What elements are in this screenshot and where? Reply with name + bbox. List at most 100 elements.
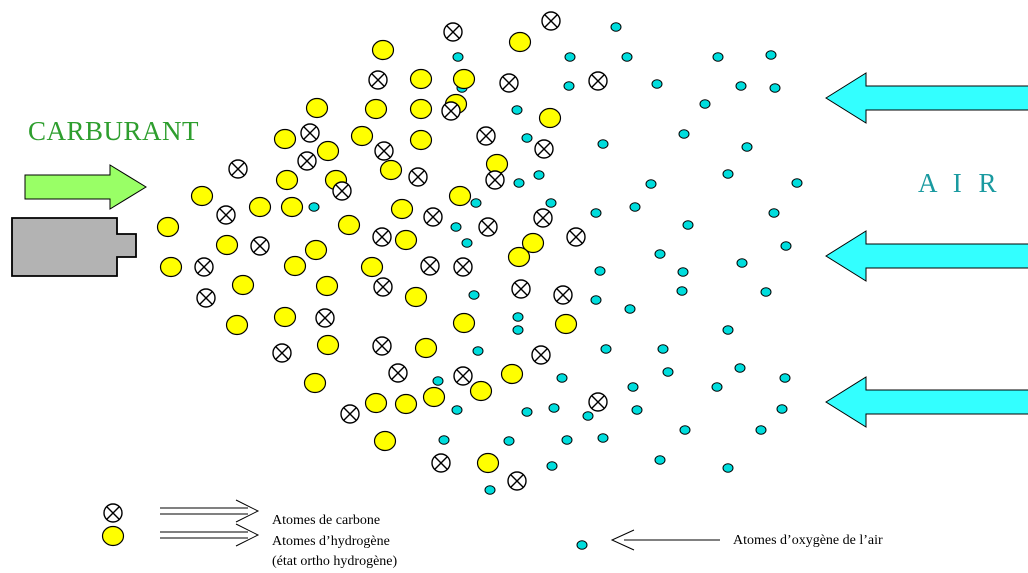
carbon-atom-icon xyxy=(372,227,392,247)
oxygen-atom-icon xyxy=(780,241,792,251)
oxygen-atom-icon xyxy=(564,52,576,62)
carbon-atom-icon xyxy=(566,227,586,247)
hydrogen-atom-icon xyxy=(371,39,395,61)
oxygen-atom-icon xyxy=(755,425,767,435)
hydrogen-atom-icon xyxy=(101,525,125,547)
hydrogen-atom-icon xyxy=(452,312,476,334)
hydrogen-atom-icon xyxy=(280,196,304,218)
oxygen-atom-icon xyxy=(662,367,674,377)
oxygen-atom-icon xyxy=(711,382,723,392)
oxygen-atom-icon xyxy=(503,436,515,446)
carbon-atom-icon xyxy=(103,503,123,523)
air-arrow-icon xyxy=(825,230,1028,282)
legend-hydrogen-label: Atomes d’hydrogène xyxy=(272,534,390,549)
oxygen-atom-icon xyxy=(470,198,482,208)
carbon-atom-icon xyxy=(374,141,394,161)
carbon-atom-icon xyxy=(250,236,270,256)
oxygen-atom-icon xyxy=(452,52,464,62)
hydrogen-atom-icon xyxy=(476,452,500,474)
hydrogen-atom-icon xyxy=(156,216,180,238)
carbon-atom-icon xyxy=(332,181,352,201)
oxygen-atom-icon xyxy=(651,79,663,89)
oxygen-atom-icon xyxy=(760,287,772,297)
oxygen-atom-icon xyxy=(791,178,803,188)
hydrogen-atom-icon xyxy=(379,159,403,181)
shapes-layer xyxy=(11,72,1028,551)
hydrogen-atom-icon xyxy=(364,98,388,120)
carbon-atom-icon xyxy=(507,471,527,491)
carbon-atom-icon xyxy=(531,345,551,365)
oxygen-atom-icon xyxy=(654,455,666,465)
hydrogen-atom-icon xyxy=(273,128,297,150)
oxygen-atom-icon xyxy=(679,425,691,435)
carbon-atom-icon xyxy=(272,343,292,363)
hydrogen-atom-icon xyxy=(316,140,340,162)
oxygen-atom-icon xyxy=(736,258,748,268)
legend-arrow-right-icon xyxy=(160,499,260,523)
oxygen-atom-icon xyxy=(631,405,643,415)
oxygen-atom-icon xyxy=(472,346,484,356)
hydrogen-atom-icon xyxy=(190,185,214,207)
carbon-atom-icon xyxy=(420,256,440,276)
oxygen-atom-icon xyxy=(590,208,602,218)
oxygen-atom-icon xyxy=(676,286,688,296)
hydrogen-atom-icon xyxy=(337,214,361,236)
hydrogen-atom-icon xyxy=(409,98,433,120)
hydrogen-atom-icon xyxy=(231,274,255,296)
carbon-atom-icon xyxy=(216,205,236,225)
hydrogen-atom-icon xyxy=(469,380,493,402)
hydrogen-atom-icon xyxy=(304,239,328,261)
carbon-atom-icon xyxy=(478,217,498,237)
hydrogen-atom-icon xyxy=(283,255,307,277)
oxygen-atom-icon xyxy=(450,222,462,232)
oxygen-atom-icon xyxy=(576,540,588,550)
oxygen-atom-icon xyxy=(521,133,533,143)
legend-arrow-right-icon xyxy=(160,523,260,547)
hydrogen-atom-icon xyxy=(315,275,339,297)
oxygen-atom-icon xyxy=(779,373,791,383)
oxygen-atom-icon xyxy=(594,266,606,276)
hydrogen-atom-icon xyxy=(500,363,524,385)
air-arrow-icon xyxy=(825,72,1028,124)
carbon-atom-icon xyxy=(534,139,554,159)
oxygen-atom-icon xyxy=(722,325,734,335)
oxygen-atom-icon xyxy=(621,52,633,62)
oxygen-atom-icon xyxy=(533,170,545,180)
oxygen-atom-icon xyxy=(546,461,558,471)
hydrogen-atom-icon xyxy=(273,306,297,328)
oxygen-atom-icon xyxy=(627,382,639,392)
oxygen-atom-icon xyxy=(645,179,657,189)
legend-carbon-label: Atomes de carbone xyxy=(272,513,381,528)
oxygen-atom-icon xyxy=(561,435,573,445)
carbon-atom-icon xyxy=(499,73,519,93)
oxygen-atom-icon xyxy=(776,404,788,414)
carbon-atom-icon xyxy=(533,208,553,228)
oxygen-atom-icon xyxy=(432,376,444,386)
carbon-atom-icon xyxy=(297,151,317,171)
oxygen-atom-icon xyxy=(545,198,557,208)
hydrogen-atom-icon xyxy=(422,386,446,408)
air-arrow-icon xyxy=(825,376,1028,428)
oxygen-atom-icon xyxy=(768,208,780,218)
oxygen-atom-icon xyxy=(521,407,533,417)
hydrogen-atom-icon xyxy=(414,337,438,359)
oxygen-atom-icon xyxy=(600,344,612,354)
carbon-atom-icon xyxy=(194,257,214,277)
oxygen-atom-icon xyxy=(461,238,473,248)
carbon-atom-icon xyxy=(423,207,443,227)
carbon-atom-icon xyxy=(388,363,408,383)
hydrogen-atom-icon xyxy=(248,196,272,218)
carbon-atom-icon xyxy=(315,308,335,328)
oxygen-atom-icon xyxy=(629,202,641,212)
hydrogen-atom-icon xyxy=(394,393,418,415)
oxygen-atom-icon xyxy=(451,405,463,415)
oxygen-atom-icon xyxy=(563,81,575,91)
hydrogen-atom-icon xyxy=(409,68,433,90)
oxygen-atom-icon xyxy=(513,178,525,188)
carbon-atom-icon xyxy=(476,126,496,146)
hydrogen-atom-icon xyxy=(215,234,239,256)
legend-hydrogen-note: (état ortho hydrogène) xyxy=(272,554,398,569)
hydrogen-atom-icon xyxy=(554,313,578,335)
oxygen-atom-icon xyxy=(657,344,669,354)
hydrogen-atom-icon xyxy=(521,232,545,254)
